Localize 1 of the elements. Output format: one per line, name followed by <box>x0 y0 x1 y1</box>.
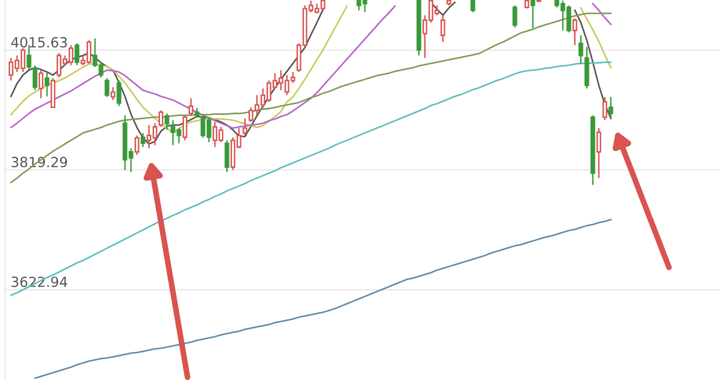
y-tick-label: 4015.63 <box>11 37 67 48</box>
